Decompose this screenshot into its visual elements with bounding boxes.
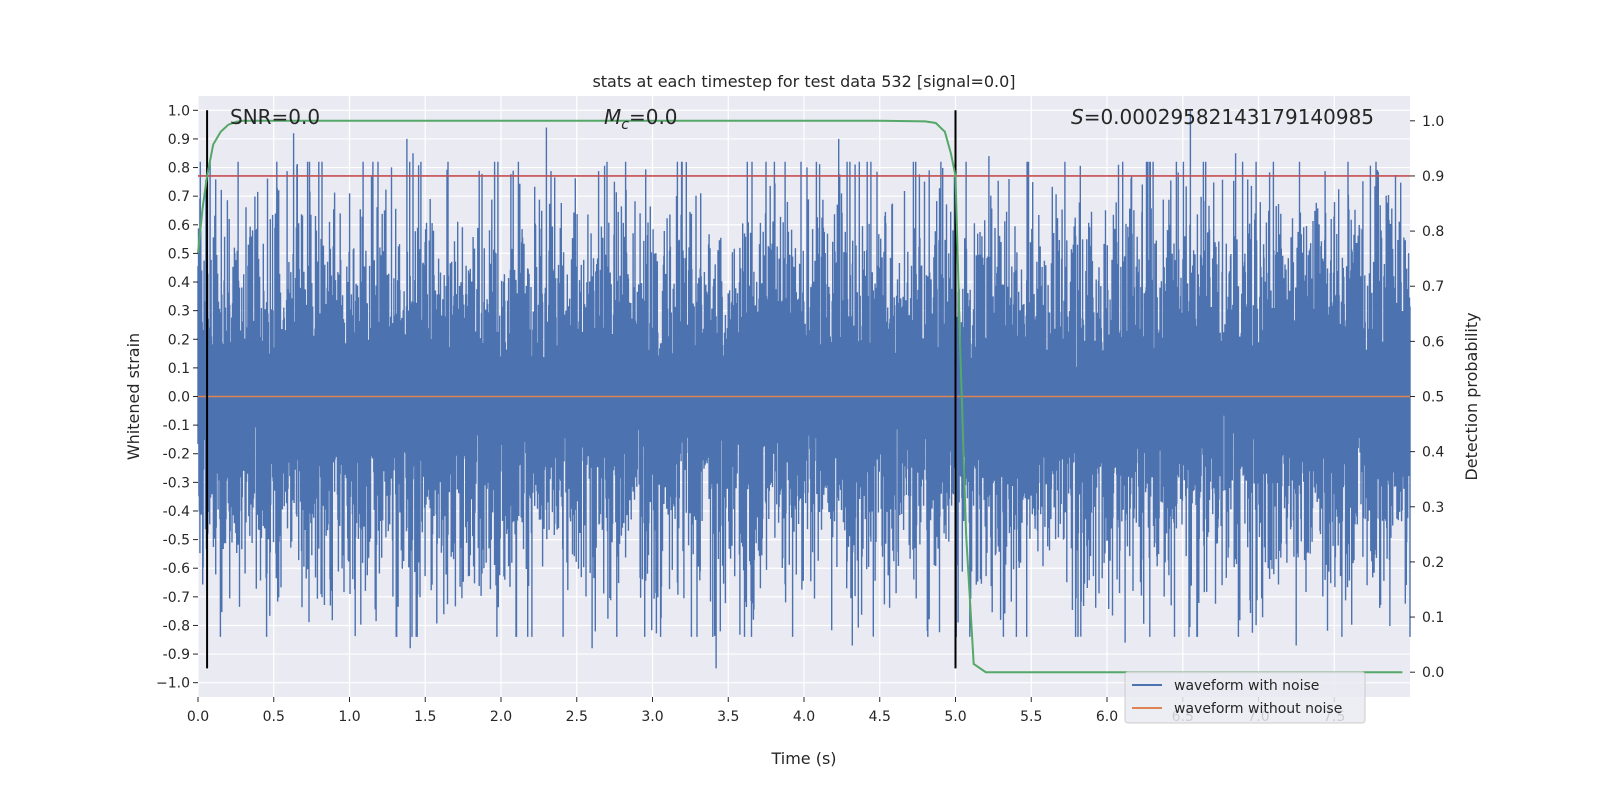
y-tick-label: -0.3 xyxy=(163,475,190,491)
y2-tick-label: 0.7 xyxy=(1422,279,1444,295)
y-tick-label: -0.9 xyxy=(163,647,190,663)
y2-tick-label: 0.3 xyxy=(1422,500,1444,516)
y-tick-label: 0.9 xyxy=(168,132,190,148)
y2-tick-label: 0.5 xyxy=(1422,390,1444,406)
x-tick-label: 6.0 xyxy=(1096,709,1118,725)
x-tick-label: 0.0 xyxy=(187,709,209,725)
y2-tick-label: 0.6 xyxy=(1422,334,1444,350)
y2-tick-label: 0.1 xyxy=(1422,610,1444,626)
y-tick-label: 0.1 xyxy=(168,361,190,377)
x-tick-label: 5.5 xyxy=(1020,709,1042,725)
x-tick-label: 0.5 xyxy=(263,709,285,725)
annotation-chirp-mass-subscript: c xyxy=(621,117,629,133)
y-tick-label: 0.8 xyxy=(168,161,190,177)
y-tick-label: −1.0 xyxy=(156,676,190,692)
axes: 0.00.51.01.52.02.53.03.54.04.55.05.56.06… xyxy=(156,103,1444,725)
x-tick-label: 4.5 xyxy=(869,709,891,725)
annotation-s-value: =0.00029582143179140985 xyxy=(1084,105,1374,129)
x-tick-label: 1.0 xyxy=(338,709,360,725)
x-tick-label: 2.5 xyxy=(566,709,588,725)
legend: waveform with noise waveform without noi… xyxy=(1124,671,1366,724)
y-tick-label: 0.2 xyxy=(168,332,190,348)
y2-tick-label: 0.4 xyxy=(1422,445,1444,461)
annotation-s-statistic: S=0.00029582143179140985 xyxy=(1071,105,1374,129)
y-tick-label: -0.7 xyxy=(163,590,190,606)
legend-label-waveform-with-noise: waveform with noise xyxy=(1174,678,1319,694)
y-tick-label: 0.6 xyxy=(168,218,190,234)
x-tick-label: 1.5 xyxy=(414,709,436,725)
detection-probability-line xyxy=(197,119,1403,674)
annotation-chirp-mass-symbol: M xyxy=(604,105,621,129)
y2-tick-label: 0.0 xyxy=(1422,665,1444,681)
y2-tick-label: 0.2 xyxy=(1422,555,1444,571)
x-tick-label: 5.0 xyxy=(944,709,966,725)
y-tick-label: 0.5 xyxy=(168,246,190,262)
y-tick-label: -0.5 xyxy=(163,533,190,549)
x-tick-label: 2.0 xyxy=(490,709,512,725)
y-tick-label: 0.4 xyxy=(168,275,190,291)
legend-label-waveform-without-noise: waveform without noise xyxy=(1174,701,1342,717)
legend-box xyxy=(1124,671,1366,724)
y2-tick-label: 0.8 xyxy=(1422,224,1444,240)
y2-tick-label: 0.9 xyxy=(1422,169,1444,185)
series-waveform-with-noise xyxy=(197,110,1411,669)
annotation-s-symbol: S xyxy=(1071,105,1084,129)
overlay-lines xyxy=(197,110,1410,674)
y-tick-label: -0.1 xyxy=(163,418,190,434)
y-axis-label: Whitened strain xyxy=(124,333,143,460)
annotation-snr: SNR=0.0 xyxy=(230,105,320,129)
y-tick-label: 1.0 xyxy=(168,103,190,119)
y-tick-label: -0.6 xyxy=(163,561,190,577)
x-axis-label: Time (s) xyxy=(770,749,836,768)
y-tick-label: 0.3 xyxy=(168,304,190,320)
noisy-waveform-trace xyxy=(197,110,1411,669)
y-tick-label: 0.0 xyxy=(168,390,190,406)
chart-title: stats at each timestep for test data 532… xyxy=(592,72,1015,91)
annotation-chirp-mass-value: =0.0 xyxy=(629,105,678,129)
y-tick-label: -0.2 xyxy=(163,447,190,463)
y-tick-label: -0.4 xyxy=(163,504,190,520)
x-tick-label: 3.0 xyxy=(641,709,663,725)
y-tick-label: 0.7 xyxy=(168,189,190,205)
annotation-chirp-mass: Mc=0.0 xyxy=(604,105,678,133)
y2-tick-label: 1.0 xyxy=(1422,114,1444,130)
x-tick-label: 4.0 xyxy=(793,709,815,725)
y2-axis-label: Detection probability xyxy=(1462,312,1481,480)
x-tick-label: 3.5 xyxy=(717,709,739,725)
y-tick-label: -0.8 xyxy=(163,618,190,634)
